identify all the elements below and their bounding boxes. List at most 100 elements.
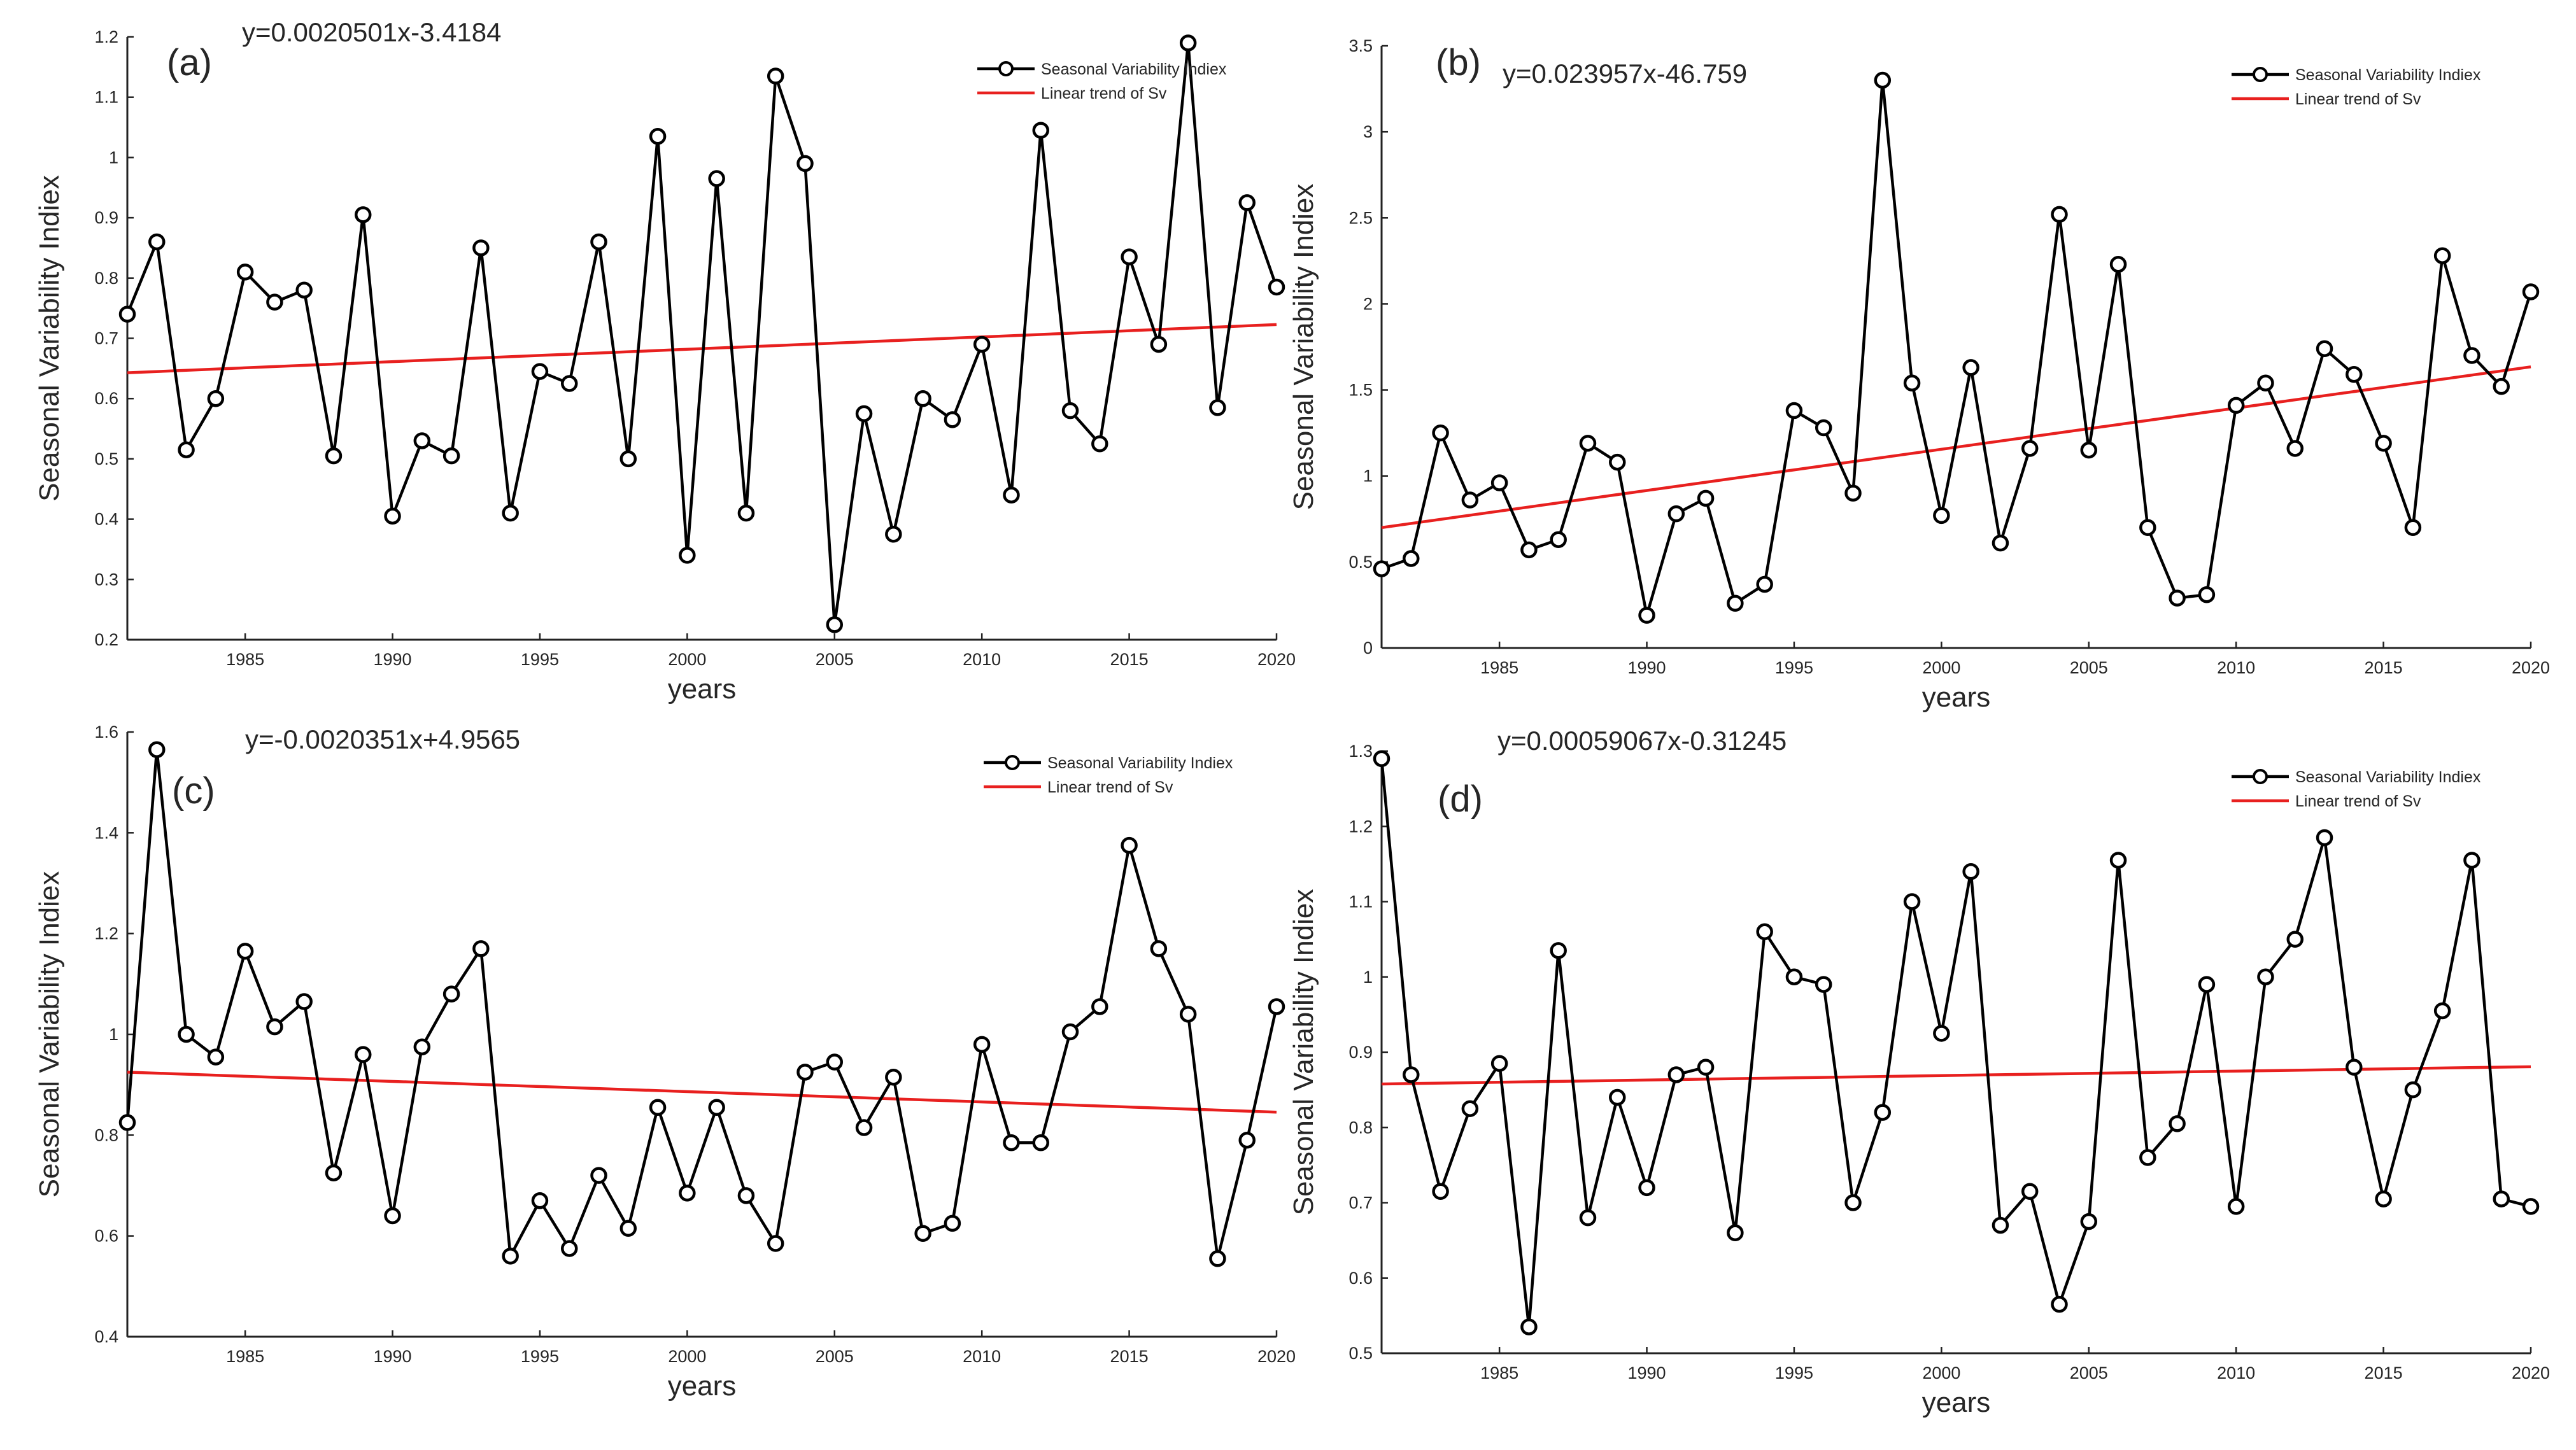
data-point [1061, 402, 1079, 419]
y-tick-label: 3.5 [1348, 36, 1373, 55]
data-point [2463, 347, 2480, 364]
data-point [1461, 1100, 1479, 1117]
data-point [2169, 1115, 2186, 1132]
data-point [1490, 474, 1508, 491]
data-point [1874, 1104, 1892, 1121]
legend-series-label: Seasonal Variability Indiex [2295, 66, 2481, 84]
data-point [1579, 1209, 1597, 1227]
data-point [1032, 1134, 1049, 1151]
data-point [1091, 998, 1108, 1015]
x-tick-label: 1990 [373, 650, 411, 669]
data-point [796, 1064, 814, 1081]
data-point [2404, 1081, 2422, 1099]
y-tick-label: 0.9 [1348, 1043, 1373, 1062]
data-point [2316, 829, 2333, 847]
chart-panel-c: 0.4 0.6 0.8 1 1.2 1.4 1.6 1985 1990 1995 2000 2005 2… [34, 722, 1296, 1402]
y-tick-label: 0.3 [94, 570, 118, 589]
data-point [413, 432, 431, 449]
series-line [1380, 758, 2531, 1327]
x-tick-label: 2020 [2512, 1363, 2550, 1383]
data-point [148, 233, 166, 251]
x-axis-title: years [1922, 682, 1991, 713]
x-tick-label: 1990 [373, 1347, 411, 1366]
data-point [619, 1220, 637, 1237]
data-point [679, 1185, 696, 1202]
x-tick-label: 1985 [226, 1347, 264, 1366]
data-point [944, 1214, 961, 1232]
legend-series-label: Seasonal Variability Indiex [1047, 754, 1233, 772]
x-tick-label: 2020 [2512, 658, 2550, 677]
data-point [1815, 976, 1832, 993]
y-tick-label: 1.2 [94, 27, 118, 46]
data-point [1520, 541, 1538, 559]
y-tick-label: 1.3 [1348, 742, 1373, 761]
data-point [855, 405, 873, 423]
data-point [1490, 1055, 1508, 1072]
panel-label: (c) [172, 770, 215, 812]
data-point [178, 441, 195, 458]
data-point [679, 547, 696, 564]
data-point [1785, 968, 1803, 985]
data-point [708, 170, 725, 187]
data-point [2316, 340, 2333, 357]
data-point [502, 1248, 519, 1265]
data-point [1061, 1023, 1079, 1041]
x-tick-label: 2005 [2070, 1363, 2108, 1383]
y-tick-label: 2.5 [1348, 208, 1373, 227]
y-tick-label: 1 [109, 1025, 118, 1044]
data-point [2021, 1183, 2039, 1200]
data-point [236, 264, 254, 281]
data-point [1992, 1216, 2009, 1234]
data-point [2257, 968, 2274, 985]
data-point [737, 1187, 755, 1204]
x-tick-label: 2000 [1922, 1363, 1960, 1383]
x-tick-label: 2015 [1110, 650, 1149, 669]
x-axis-title: years [668, 1370, 737, 1402]
data-point [266, 1018, 283, 1036]
y-tick-label: 0.8 [94, 1125, 118, 1144]
data-point [355, 206, 372, 223]
data-point [1756, 923, 1773, 941]
y-tick-label: 0.6 [1348, 1269, 1373, 1288]
data-point [1903, 374, 1921, 392]
data-point [649, 1099, 667, 1116]
data-point [2433, 247, 2451, 264]
data-point [1550, 942, 1567, 959]
data-point [207, 1048, 225, 1066]
data-point [502, 504, 519, 522]
data-point [1032, 122, 1049, 139]
data-point [1209, 399, 1226, 416]
panel-label: (d) [1438, 778, 1483, 820]
x-tick-label: 1995 [1775, 1363, 1813, 1383]
y-tick-label: 0.8 [1348, 1118, 1373, 1137]
data-point [2198, 586, 2216, 603]
data-point [767, 1235, 784, 1252]
data-point [2375, 1190, 2392, 1207]
data-point [796, 155, 814, 172]
data-point [826, 616, 844, 633]
data-point [1874, 71, 1892, 89]
data-point [1403, 550, 1420, 567]
y-tick-label: 0.4 [94, 1327, 118, 1346]
data-point [2080, 1213, 2098, 1230]
y-tick-label: 0.7 [1348, 1193, 1373, 1213]
data-point [384, 1207, 401, 1225]
data-point [1179, 34, 1197, 52]
data-point [1609, 453, 1626, 471]
data-point [1609, 1088, 1626, 1106]
data-point [1432, 424, 1449, 442]
data-point [1844, 1194, 1862, 1211]
x-tick-label: 2005 [816, 650, 854, 669]
legend-series-marker [1005, 755, 1020, 770]
y-tick-label: 0.8 [94, 269, 118, 288]
x-tick-label: 2015 [1110, 1347, 1149, 1366]
legend-series-marker [998, 61, 1014, 76]
panel-label: (a) [167, 42, 212, 83]
data-point [1962, 862, 1979, 880]
data-point [1150, 940, 1168, 957]
data-point [1238, 1132, 1256, 1149]
y-tick-label: 1.1 [94, 88, 118, 107]
data-point [1403, 1066, 1420, 1083]
data-point [2109, 256, 2127, 273]
x-tick-label: 2005 [816, 1347, 854, 1366]
